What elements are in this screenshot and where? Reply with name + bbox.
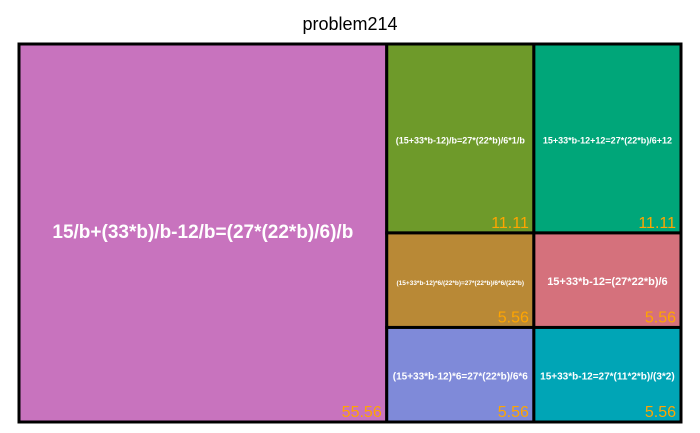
treemap-tile: [532, 42, 683, 235]
tile-value-label: 11.11: [638, 215, 676, 232]
tile-label: (15+33*b-12)*6=27*(22*b)/6*6: [393, 372, 529, 383]
tile-value-label: 55.56: [342, 404, 382, 421]
treemap-tile: [385, 325, 536, 424]
tile-label: (15+33*b-12)/b=27*(22*b)/6*1/b: [396, 135, 526, 145]
tile-label: 15/b+(33*b)/b-12/b=(27*(22*b)/6)/b: [52, 222, 353, 243]
tile-label: 15+33*b-12+12=27*(22*b)/6+12: [543, 135, 672, 145]
tile-value-label: 5.56: [645, 309, 676, 326]
tile-value-label: 11.11: [491, 215, 529, 232]
tile-value-label: 5.56: [498, 404, 529, 421]
tile-label: 15+33*b-12=(27*22*b)/6: [547, 276, 667, 288]
tile-value-label: 5.56: [498, 309, 529, 326]
tile-label: (15+33*b-12)*6/(22*b)=27*(22*b)/6*6/(22*…: [397, 280, 525, 287]
chart-title: problem214: [302, 14, 398, 34]
treemap-tile: [532, 325, 683, 424]
tile-label: 15+33*b-12=27*(11*2*b)/(3*2): [540, 372, 675, 383]
tile-value-label: 5.56: [645, 404, 676, 421]
